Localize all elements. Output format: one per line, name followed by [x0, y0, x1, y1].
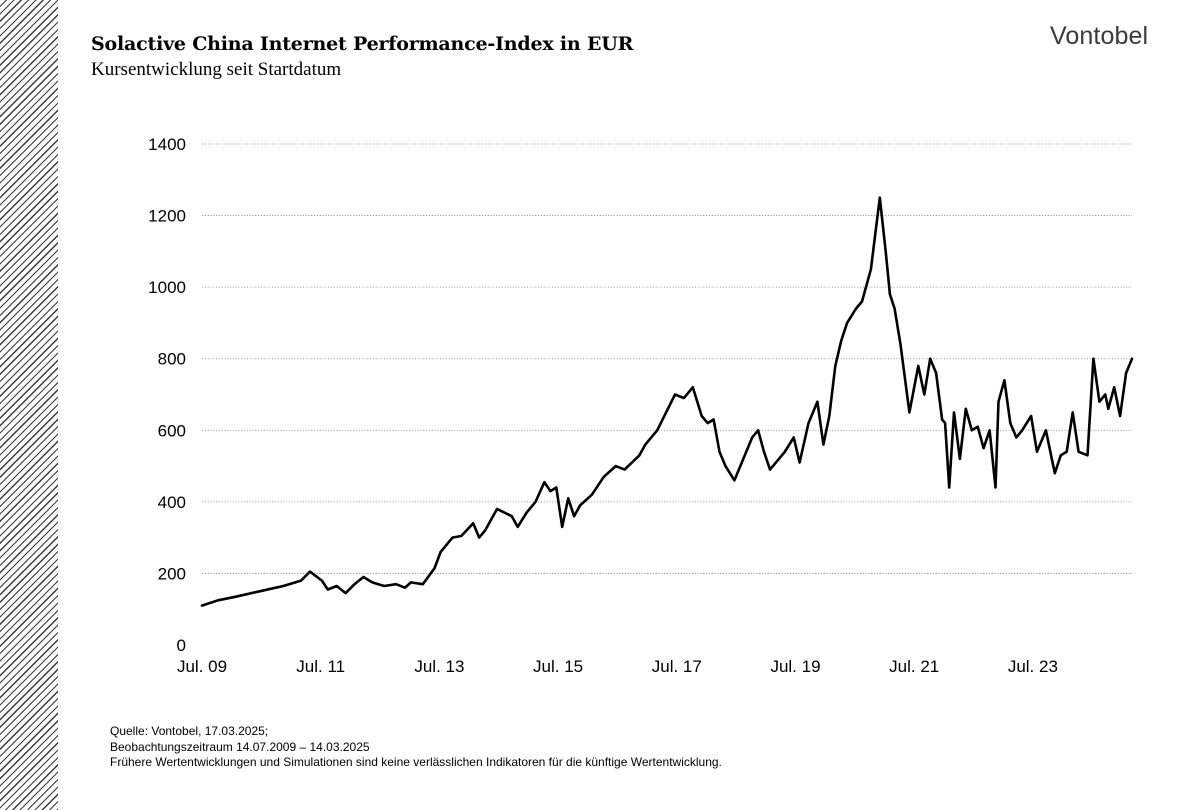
x-tick-label-3: Jul. 15 [533, 657, 583, 676]
footnote-source: Quelle: Vontobel, 17.03.2025; [110, 724, 269, 738]
x-tick-label-2: Jul. 13 [414, 657, 464, 676]
y-tick-label-200: 200 [158, 564, 186, 583]
y-tick-label-800: 800 [158, 350, 186, 369]
y-tick-label-1000: 1000 [148, 278, 186, 297]
y-tick-label-400: 400 [158, 493, 186, 512]
hatched-side-band [0, 0, 58, 810]
footnote: Quelle: Vontobel, 17.03.2025; Beobachtun… [110, 724, 722, 771]
x-tick-label-7: Jul. 23 [1008, 657, 1058, 676]
y-tick-label-1200: 1200 [148, 207, 186, 226]
x-tick-label-1: Jul. 11 [296, 657, 345, 676]
chart-title: Solactive China Internet Performance-Ind… [91, 33, 634, 55]
x-tick-label-4: Jul. 17 [652, 657, 702, 676]
y-tick-label-1400: 1400 [148, 135, 186, 154]
x-tick-label-6: Jul. 21 [889, 657, 939, 676]
footnote-disclaimer: Frühere Wertentwicklungen und Simulation… [110, 755, 722, 769]
x-tick-label-5: Jul. 19 [770, 657, 820, 676]
footnote-period: Beobachtungszeitraum 14.07.2009 – 14.03.… [110, 739, 370, 754]
vontobel-logo: Vontobel [1050, 22, 1149, 50]
y-tick-label-600: 600 [158, 421, 186, 440]
x-tick-label-0: Jul. 09 [177, 657, 227, 676]
series-line-0 [200, 196, 1134, 607]
y-tick-label-0: 0 [177, 636, 186, 655]
chart-subtitle: Kursentwicklung seit Startdatum [91, 59, 342, 80]
